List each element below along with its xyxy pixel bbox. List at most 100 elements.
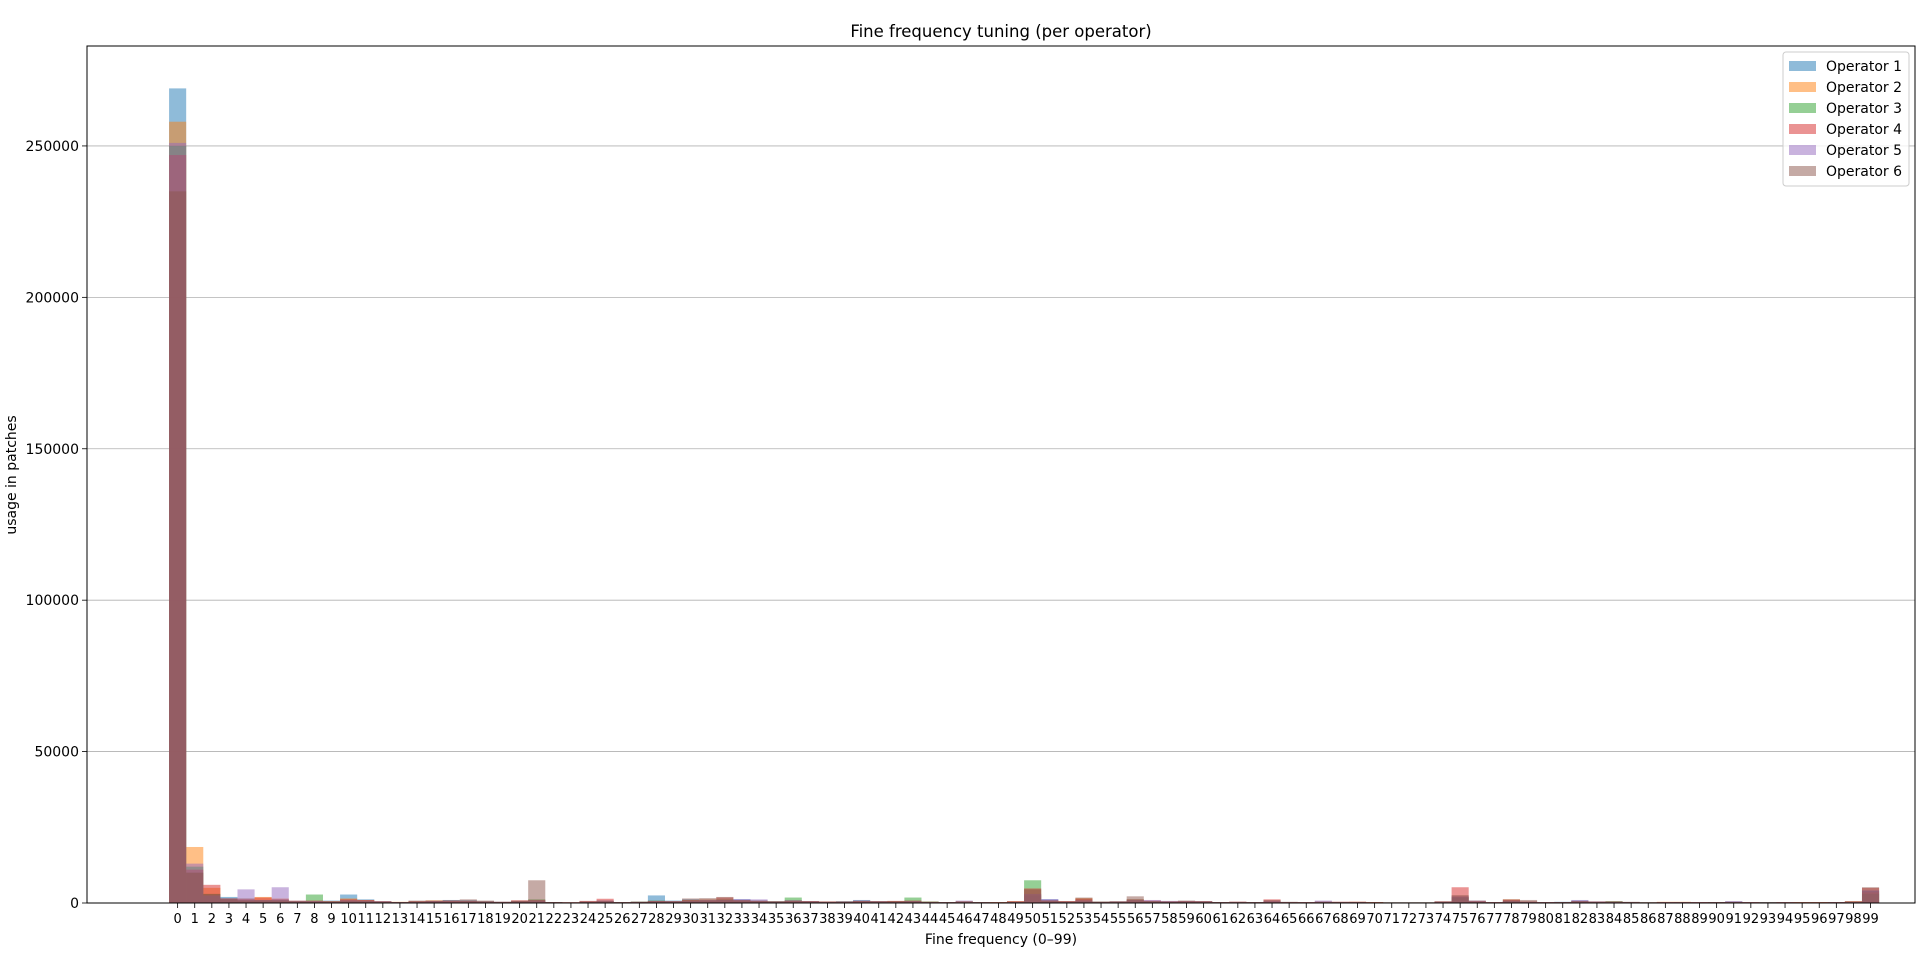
bar <box>1058 901 1076 903</box>
bar <box>853 900 871 903</box>
x-tick-label: 54 <box>1093 912 1110 927</box>
x-tick-label: 99 <box>1862 912 1879 927</box>
x-tick-label: 9 <box>327 912 335 927</box>
x-tick-label: 0 <box>173 912 181 927</box>
bar <box>579 901 597 903</box>
x-tick-label: 55 <box>1110 912 1127 927</box>
legend-swatch <box>1789 166 1816 176</box>
legend-swatch <box>1789 103 1816 113</box>
x-tick-label: 76 <box>1469 912 1486 927</box>
bar <box>1468 900 1486 903</box>
bar <box>1109 901 1127 903</box>
bar <box>493 901 512 903</box>
x-tick-label: 1 <box>191 912 199 927</box>
legend-swatch <box>1789 145 1816 155</box>
x-tick-label: 58 <box>1161 912 1178 927</box>
x-tick-label: 35 <box>768 912 785 927</box>
y-tick-label: 100000 <box>26 593 79 609</box>
x-tick-label: 83 <box>1589 912 1606 927</box>
bar <box>1229 901 1247 903</box>
x-tick-label: 89 <box>1691 912 1708 927</box>
x-tick-label: 73 <box>1418 912 1435 927</box>
y-gridlines <box>87 145 1915 752</box>
x-tick-label: 51 <box>1041 912 1058 927</box>
x-tick-label: 97 <box>1828 912 1845 927</box>
bar <box>476 900 494 903</box>
x-tick-label: 49 <box>1007 912 1024 927</box>
x-tick-label: 24 <box>580 912 597 927</box>
x-tick-label: 40 <box>853 912 870 927</box>
x-tick-label: 28 <box>648 912 665 927</box>
x-tick-label: 38 <box>819 912 836 927</box>
bar <box>1502 899 1520 903</box>
x-tick-label: 19 <box>494 912 511 927</box>
x-tick-label: 69 <box>1349 912 1366 927</box>
bar <box>408 900 426 903</box>
x-tick-label: 88 <box>1674 912 1691 927</box>
bar <box>647 895 665 903</box>
x-tick-label: 34 <box>751 912 768 927</box>
x-tick-label: 4 <box>242 912 250 927</box>
bar <box>220 898 238 903</box>
bar <box>647 901 665 903</box>
x-tick-label: 78 <box>1503 912 1520 927</box>
x-tick-label: 53 <box>1076 912 1093 927</box>
bar <box>955 901 973 903</box>
x-tick-label: 61 <box>1212 912 1229 927</box>
bar <box>169 191 187 904</box>
legend-label: Operator 4 <box>1826 122 1902 138</box>
bar <box>870 901 888 903</box>
x-tick-label: 82 <box>1572 912 1589 927</box>
x-tick-label: 84 <box>1606 912 1623 927</box>
x-tick-label: 93 <box>1760 912 1777 927</box>
legend-swatch <box>1789 82 1816 92</box>
bar <box>1024 889 1042 903</box>
series-3 <box>169 145 1880 903</box>
bar <box>203 893 221 903</box>
x-axis: 0 1 2 3 4 5 6 7 8 9 10 11 12 13 14 15 16 17 18 19 20 21 22 23 24… <box>173 903 1879 927</box>
bar <box>904 897 922 903</box>
x-tick-label: 52 <box>1059 912 1076 927</box>
series-6 <box>169 191 1880 904</box>
bar <box>374 901 392 903</box>
bar <box>1177 900 1196 903</box>
x-tick-label: 95 <box>1794 912 1811 927</box>
series-5 <box>169 142 1880 903</box>
bar <box>1844 901 1862 903</box>
bar <box>733 899 751 903</box>
x-tick-label: 77 <box>1486 912 1503 927</box>
x-tick-label: 18 <box>477 912 494 927</box>
x-tick-label: 46 <box>956 912 973 927</box>
x-tick-label: 20 <box>511 912 528 927</box>
x-tick-label: 33 <box>734 912 751 927</box>
x-tick-label: 5 <box>259 912 267 927</box>
x-tick-label: 70 <box>1366 912 1383 927</box>
x-tick-label: 86 <box>1640 912 1657 927</box>
bar <box>1588 901 1606 903</box>
legend-label: Operator 5 <box>1826 143 1902 159</box>
x-tick-label: 21 <box>528 912 545 927</box>
x-tick-label: 44 <box>922 912 939 927</box>
bar <box>716 896 734 903</box>
x-tick-label: 59 <box>1178 912 1195 927</box>
x-tick-label: 25 <box>597 912 614 927</box>
x-tick-label: 56 <box>1127 912 1144 927</box>
x-tick-label: 2 <box>208 912 216 927</box>
legend-swatch <box>1789 124 1816 134</box>
x-tick-label: 31 <box>699 912 716 927</box>
bar <box>425 900 443 903</box>
series-1 <box>169 88 1880 904</box>
y-tick-label: 200000 <box>26 290 79 306</box>
bar <box>271 900 289 903</box>
bar <box>237 900 255 903</box>
bar <box>1519 899 1538 903</box>
y-tick-label: 50000 <box>34 745 79 761</box>
legend: Operator 1 Operator 2 Operator 3 Operator 4… <box>1782 51 1910 187</box>
bar <box>322 901 341 903</box>
x-tick-label: 63 <box>1247 912 1264 927</box>
bar <box>237 889 255 903</box>
bar <box>1725 901 1743 903</box>
x-tick-label: 65 <box>1281 912 1298 927</box>
x-tick-label: 45 <box>939 912 956 927</box>
bar <box>1861 887 1880 903</box>
